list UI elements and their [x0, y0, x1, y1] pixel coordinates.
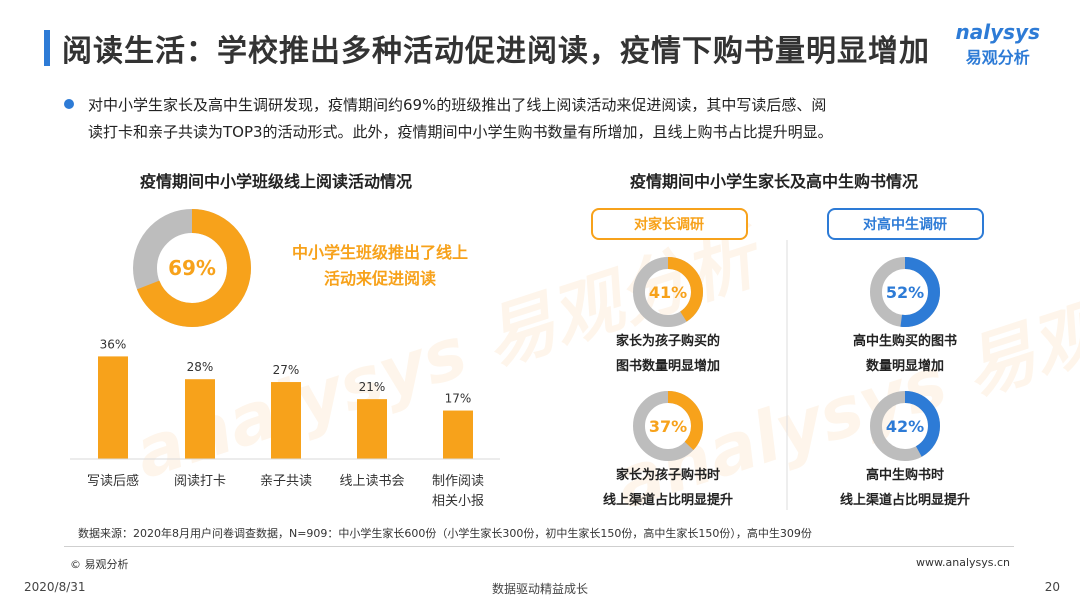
page-number: 20 — [1044, 580, 1060, 594]
summary-line-1: 对中小学生家长及高中生调研发现，疫情期间约69%的班级推出了线上阅读活动来促进阅… — [88, 96, 827, 114]
bar-category-label-4: 线上读书会 — [339, 474, 404, 489]
bar-category-label-5-line2: 相关小报 — [432, 494, 484, 509]
copyright-text: © 易观分析 — [70, 558, 129, 571]
title-accent-bar — [44, 30, 50, 66]
bar-value-label-5: 17% — [445, 392, 472, 406]
donut-caption-line1: 中小学生班级推出了线上 — [292, 243, 468, 262]
purchase-caption-1-line2: 图书数量明显增加 — [616, 358, 720, 374]
purchase-caption-2-line1: 家长为孩子购书时 — [616, 467, 720, 483]
purchase-donut-1-arc — [633, 257, 703, 327]
bar-value-label-3: 27% — [273, 363, 300, 377]
purchase-caption-2-line2: 线上渠道占比明显提升 — [603, 492, 733, 508]
tab-highschool-label: 对高中生调研 — [863, 216, 947, 233]
brand-logo: nalysys 易观分析 — [956, 20, 1040, 68]
purchase-donut-3-arc — [870, 257, 940, 327]
bar-category-label-2: 阅读打卡 — [174, 474, 226, 489]
bar-value-label-2: 28% — [187, 360, 214, 374]
data-source-note: 数据来源：2020年8月用户问卷调查数据，N=909：中小学生家长600份（小学… — [78, 527, 812, 540]
page-title: 阅读生活：学校推出多种活动促进阅读，疫情下购书量明显增加 — [62, 34, 930, 69]
logo-text-en: nalysys — [955, 20, 1040, 44]
purchase-donut-4-label: 42% — [886, 417, 924, 436]
activity-donut-arc — [133, 209, 251, 327]
purchase-donut-2-arc — [633, 391, 703, 461]
summary-line-2: 读打卡和亲子共读为TOP3的活动形式。此外，疫情期间中小学生购书数量有所增加，且… — [88, 123, 833, 141]
bar-2 — [185, 379, 215, 459]
purchase-caption-4-line1: 高中生购书时 — [866, 467, 944, 483]
footer-divider — [64, 546, 1014, 547]
logo-text-cn: 易观分析 — [965, 48, 1030, 67]
bar-3 — [271, 382, 301, 459]
bar-5 — [443, 410, 473, 459]
bar-4 — [357, 399, 387, 459]
purchase-donut-2-label: 37% — [649, 417, 687, 436]
bullet-icon — [64, 99, 74, 109]
purchase-donut-3-label: 52% — [886, 283, 924, 302]
website-text: www.analysys.cn — [916, 556, 1010, 569]
tab-highschool — [827, 208, 984, 240]
bar-category-label-3: 亲子共读 — [260, 474, 312, 489]
purchase-caption-3-line1: 高中生购买的图书 — [853, 333, 957, 349]
bar-category-label-1: 写读后感 — [87, 473, 139, 489]
purchase-donut-4-arc — [870, 391, 940, 461]
tab-parents-label: 对家长调研 — [634, 216, 704, 233]
purchase-caption-3-line2: 数量明显增加 — [866, 358, 944, 374]
bar-value-label-1: 36% — [100, 337, 127, 351]
footer-slogan: 数据驱动精益成长 — [491, 582, 588, 596]
bar-category-label-5: 制作阅读 — [432, 474, 484, 489]
donut-caption-line2: 活动来促进阅读 — [324, 269, 436, 288]
left-chart-title: 疫情期间中小学班级线上阅读活动情况 — [140, 172, 413, 191]
summary-text: 对中小学生家长及高中生调研发现，疫情期间约69%的班级推出了线上阅读活动来促进阅… — [88, 92, 988, 146]
right-chart-title: 疫情期间中小学生家长及高中生购书情况 — [630, 172, 919, 191]
activity-donut-label: 69% — [168, 256, 216, 280]
purchase-donut-1-label: 41% — [649, 283, 687, 302]
footer-date: 2020/8/31 — [24, 580, 86, 594]
tab-parents — [591, 208, 748, 240]
purchase-caption-4-line2: 线上渠道占比明显提升 — [840, 492, 970, 508]
bar-value-label-4: 21% — [359, 380, 386, 394]
bar-1 — [98, 356, 128, 459]
purchase-caption-1-line1: 家长为孩子购买的 — [616, 333, 720, 349]
